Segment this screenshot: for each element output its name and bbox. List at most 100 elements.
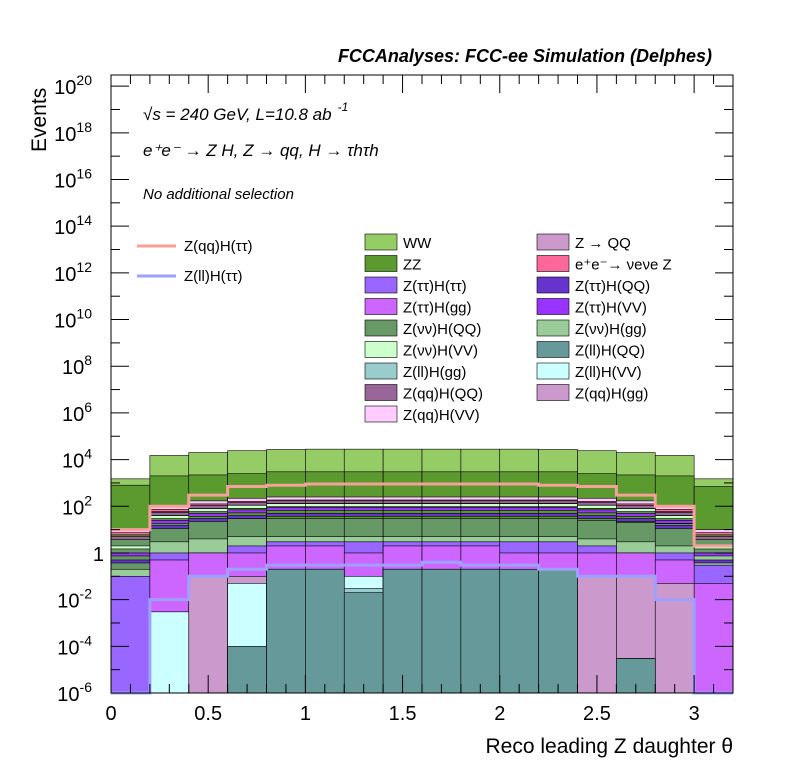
annotation-energy: √s = 240 GeV, L=10.8 ab -1 (143, 100, 348, 124)
chart: 0 0.5 1 1.5 2 2.5 3 10-610-410-211021041061081… (0, 0, 796, 772)
layer-z-qq-h-vv-11 (539, 497, 578, 500)
legend-item-z-h-qq: Z(ττ)H(QQ) (537, 277, 650, 295)
annotation-selection: No additional selection (143, 186, 294, 203)
layer-z-h-qq-15 (694, 560, 733, 563)
layer-z-h-qq-8 (422, 513, 461, 516)
legend-label: Z(ll)H(QQ) (575, 343, 645, 360)
y-tick-label: 1020 (54, 72, 92, 99)
legend-item-zz: ZZ (365, 256, 421, 274)
legend-swatch (365, 299, 397, 315)
layer-z-qq-h-qq-2 (189, 505, 228, 508)
line-legend: Z(qq)H(ττ) Z(ll)H(ττ) (137, 238, 253, 285)
x-tick-label: 3 (689, 703, 700, 725)
layer-z-qq-h-qq-13 (616, 505, 655, 508)
layer-z-qq-h-vv-3 (228, 498, 267, 501)
y-tick-label: 1 (93, 544, 104, 566)
legend-label: Z(ττ)H(gg) (403, 300, 472, 317)
legend-swatch (365, 320, 397, 336)
layer-z-h-vv-14 (655, 520, 694, 523)
layer-z-h-qq-12 (578, 516, 617, 519)
legend-item-z-h-vv: Z(νν)H(VV) (365, 342, 478, 360)
layer-z-h-vv-1 (150, 520, 189, 523)
layer-z-h-vv-10 (500, 504, 539, 507)
y-axis-label: Events (28, 88, 51, 152)
layer-z-h-vv-13 (616, 513, 655, 516)
legend-item-z-h: Z(ττ)H(ττ) (365, 277, 467, 295)
legend-label: Z(qq)H(QQ) (403, 386, 483, 403)
legend-label: Z(ττ)H(VV) (575, 300, 647, 317)
layer-z-h-vv-5 (305, 507, 344, 510)
line-legend-item-z-qq-h: Z(qq)H(ττ) (137, 238, 253, 255)
legend-item-z-h-vv: Z(ττ)H(VV) (537, 299, 647, 317)
legend-item-z-qq: Z → QQ (537, 234, 631, 252)
layer-z-h-qq-10 (500, 513, 539, 516)
layer-z-h-qq-14 (655, 526, 694, 529)
bar-z-h-0 (111, 576, 150, 693)
legend-swatch (365, 234, 397, 250)
layer-z-h-vv-2 (189, 509, 228, 512)
bar-z-ll-h-qq-10 (500, 569, 539, 693)
bar-z-ll-h-qq-7 (383, 569, 422, 693)
layer-z-qq-h-qq-14 (655, 512, 694, 515)
layer-z-qq-h-qq-1 (150, 512, 189, 515)
layer-z-h-vv-8 (422, 507, 461, 510)
legend-swatch (537, 342, 569, 358)
legend-item-z-ll-h-vv: Z(ll)H(VV) (537, 363, 642, 381)
legend-swatch (537, 277, 569, 293)
legend-item-z-ll-h-qq: Z(ll)H(QQ) (537, 342, 645, 360)
legend-item-z-h-gg: Z(νν)H(gg) (537, 320, 647, 338)
layer-z-h-vv-5 (305, 504, 344, 507)
layer-z-h-qq-1 (150, 526, 189, 529)
legend-label: Z(ττ)H(ττ) (403, 278, 467, 295)
layer-z-h-qq-6 (344, 513, 383, 516)
legend-label: Z → QQ (575, 235, 631, 252)
legend-swatch (537, 320, 569, 336)
layer-z-qq-h-vv-9 (461, 497, 500, 500)
layer-z-h-vv-6 (344, 507, 383, 510)
y-tick-label: 10-2 (57, 586, 92, 613)
layer-z-h-vv-9 (461, 507, 500, 510)
layer-z-h-vv-12 (578, 510, 617, 513)
legend-swatch (365, 363, 397, 379)
legend-label: Z(ττ)H(QQ) (575, 278, 650, 295)
layer-z-h-vv-2 (189, 513, 228, 516)
layer-z-h-qq-0 (111, 560, 150, 563)
legend-swatch (537, 234, 569, 250)
layer-z-h-vv-12 (578, 505, 617, 508)
line-legend-label: Z(ll)H(ττ) (184, 268, 243, 285)
layer-z-h-vv-1 (150, 516, 189, 519)
legend-item-z-h-gg: Z(ττ)H(gg) (365, 299, 472, 317)
legend-item-ww: WW (365, 234, 432, 252)
annotation-process: e⁺e⁻ → Z H, Z → qq, H → τhτh (143, 141, 379, 160)
layer-z-h-vv-8 (422, 504, 461, 507)
layer-z-h-vv-7 (383, 507, 422, 510)
layer-z-h-qq-5 (305, 513, 344, 516)
legend-label: Z(qq)H(gg) (575, 386, 648, 403)
legend-label: Z(νν)H(gg) (575, 321, 647, 338)
legend-swatch (365, 385, 397, 401)
y-tick-label: 108 (62, 352, 92, 379)
x-tick-label: 1 (300, 703, 311, 725)
legend-swatch (365, 277, 397, 293)
y-tick-label: 1010 (54, 306, 92, 333)
legend-label: Z(νν)H(QQ) (403, 321, 481, 338)
layer-z-h-qq-9 (461, 513, 500, 516)
layer-z-qq-h-vv-6 (344, 497, 383, 500)
legend-label: Z(νν)H(VV) (403, 343, 478, 360)
layer-z-qq-h-vv-10 (500, 497, 539, 500)
layer-z-qq-h-qq-12 (578, 502, 617, 505)
legend-label: Z(qq)H(VV) (403, 407, 480, 424)
layer-z-h-vv-14 (655, 516, 694, 519)
legend-swatch (365, 256, 397, 272)
legend-item-e-e-e-e-z: e⁺e⁻→ νeνe Z (537, 256, 672, 274)
legend-label: WW (403, 235, 432, 252)
x-tick-label: 2 (494, 703, 505, 725)
layer-z-qq-h-vv-8 (422, 497, 461, 500)
bar-z-ll-h-qq-4 (267, 569, 306, 693)
layer-z-h-qq-4 (267, 513, 306, 516)
layer-z-qq-h-vv-13 (616, 501, 655, 504)
layer-z-h-vv-7 (383, 504, 422, 507)
layer-z-h-vv-11 (539, 507, 578, 510)
bar-z-ll-h-qq-6 (344, 593, 383, 693)
bar-z-ll-h-qq-9 (461, 569, 500, 693)
